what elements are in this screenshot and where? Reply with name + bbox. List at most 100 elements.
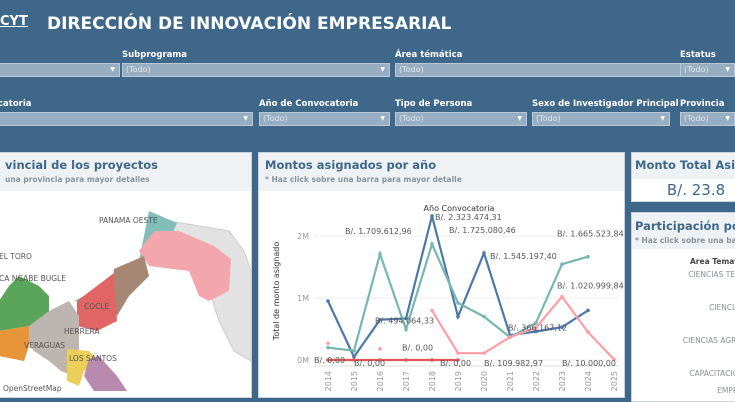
data-label: B/. 109.982,97: [484, 359, 543, 368]
filter-label: Año de Convocatoria: [259, 99, 359, 109]
province-los-santos[interactable]: [84, 356, 127, 391]
data-point[interactable]: [482, 251, 486, 255]
logo: CYT: [0, 14, 28, 29]
data-point[interactable]: [326, 299, 330, 303]
data-point[interactable]: [378, 358, 382, 362]
province-ngabe-bugle[interactable]: [0, 276, 49, 331]
data-point[interactable]: [378, 347, 382, 351]
filter-dropdown[interactable]: (Todo)▼: [395, 112, 527, 126]
data-point[interactable]: [560, 262, 564, 267]
data-point[interactable]: [326, 358, 330, 362]
chevron-down-icon: ▼: [110, 66, 115, 73]
data-point[interactable]: [430, 308, 434, 313]
filter-dropdown[interactable]: (Todo)▼: [122, 63, 390, 77]
filter-dropdown[interactable]: (Todo)▼: [680, 63, 735, 77]
chevron-down-icon: ▼: [517, 115, 522, 122]
area-item[interactable]: CIENCIAS TECNOLOGICA: [688, 270, 735, 279]
data-point[interactable]: [456, 314, 460, 319]
area-item[interactable]: CIENCIAS AGROPECUARIA: [682, 336, 735, 345]
area-item[interactable]: EMPRENDIMIENT: [717, 385, 735, 395]
filter-dropdown[interactable]: ▼: [0, 63, 120, 77]
filter-label: Provincia: [680, 99, 725, 109]
series-line-s1[interactable]: [327, 215, 589, 360]
participation-panel: Participación por Á * Haz click sobre una…: [631, 212, 735, 402]
chevron-down-icon: ▼: [660, 115, 665, 122]
area-item[interactable]: CIENCIAS AGRARIA: [709, 303, 735, 312]
data-point[interactable]: [534, 329, 538, 334]
x-tick-label: 2019: [454, 371, 463, 391]
x-tick-label: 2024: [584, 371, 593, 391]
filter-label: catoria: [0, 99, 32, 109]
x-tick-label: 2025: [610, 371, 619, 391]
data-point[interactable]: [560, 294, 564, 299]
province-label: VERAGUAS: [24, 341, 65, 350]
data-point[interactable]: [586, 254, 590, 259]
data-point[interactable]: [430, 242, 434, 246]
province-map[interactable]: EL TORO CA NGABE BUGLE PANAMA OESTE COCLE HE…: [0, 191, 253, 397]
y-tick-label: 0M: [297, 356, 309, 365]
y-tick-label: 1M: [297, 294, 309, 303]
line-chart[interactable]: Año Convocatoria Total de monto asignado 0…: [259, 191, 626, 399]
province-label: LOS SANTOS: [69, 354, 117, 363]
data-label: B/. 1.725.080,46: [449, 226, 516, 235]
data-label: B/. 1.709.612,96: [345, 227, 412, 236]
data-point[interactable]: [352, 358, 356, 362]
data-point[interactable]: [326, 341, 330, 346]
data-point[interactable]: [534, 325, 538, 330]
data-point[interactable]: [430, 214, 434, 218]
province-chiriqui[interactable]: [0, 326, 29, 361]
page-title: DIRECCIÓN DE INNOVACIÓN EMPRESARIAL: [47, 14, 452, 34]
chevron-down-icon: ▼: [725, 115, 730, 122]
filter-dropdown[interactable]: (Todo)▼: [259, 112, 390, 126]
filter-dropdown[interactable]: (Todo)▼: [532, 112, 670, 126]
filter-label: Subprograma: [122, 50, 187, 60]
data-point[interactable]: [508, 335, 512, 339]
chart-title: Montos asignados por año: [265, 158, 437, 172]
series-line-s3[interactable]: [431, 294, 615, 361]
chevron-down-icon: ▼: [380, 115, 385, 122]
province-label: HERRERA: [64, 327, 100, 336]
data-point[interactable]: [352, 355, 356, 359]
chevron-down-icon: ▼: [380, 66, 385, 73]
data-point[interactable]: [430, 358, 434, 362]
map-panel: vincial de los proyectos una provincia pa…: [0, 152, 252, 398]
filter-dropdown[interactable]: (Todo)▼: [680, 112, 735, 126]
data-point[interactable]: [612, 357, 616, 362]
province-panama[interactable]: [139, 231, 231, 301]
data-point[interactable]: [378, 252, 382, 256]
area-column-header[interactable]: Area Tematica ☰: [690, 257, 735, 266]
data-point[interactable]: [482, 351, 486, 355]
province-label: PANAMA OESTE: [99, 216, 158, 225]
x-tick-label: 2021: [506, 371, 515, 391]
province-panama-oeste[interactable]: [111, 256, 149, 316]
x-tick-label: 2016: [376, 371, 385, 391]
data-point[interactable]: [534, 321, 538, 325]
data-label: B/. 10.000,00: [562, 359, 616, 368]
data-label: B/. 0,00: [314, 356, 345, 365]
data-point[interactable]: [378, 317, 382, 322]
data-point[interactable]: [560, 325, 564, 329]
data-point[interactable]: [586, 308, 590, 313]
data-point[interactable]: [404, 358, 408, 362]
province-colon[interactable]: [74, 211, 177, 301]
filter-dropdown[interactable]: ▼: [0, 112, 253, 126]
data-point[interactable]: [404, 316, 408, 321]
province-label: CA NGABE BUGLE: [0, 274, 66, 283]
data-point[interactable]: [456, 301, 460, 305]
area-item[interactable]: CAPACITACION EMPRENI: [689, 369, 735, 378]
data-point[interactable]: [404, 327, 408, 332]
participation-subtitle: * Haz click sobre una bar: [635, 236, 735, 245]
province-cocle[interactable]: [77, 273, 117, 331]
data-point[interactable]: [326, 345, 330, 350]
province-veraguas[interactable]: [24, 301, 79, 376]
data-point[interactable]: [456, 351, 460, 355]
map-attribution: OpenStreetMap: [3, 384, 62, 393]
province-herrera[interactable]: [67, 349, 99, 386]
data-point[interactable]: [586, 330, 590, 334]
data-point[interactable]: [352, 348, 356, 353]
data-label: B/. 494.064,33: [375, 316, 434, 325]
x-tick-label: 2020: [480, 371, 489, 391]
data-point[interactable]: [456, 358, 460, 362]
data-point[interactable]: [482, 314, 486, 319]
filter-label: Área témática: [395, 50, 463, 60]
